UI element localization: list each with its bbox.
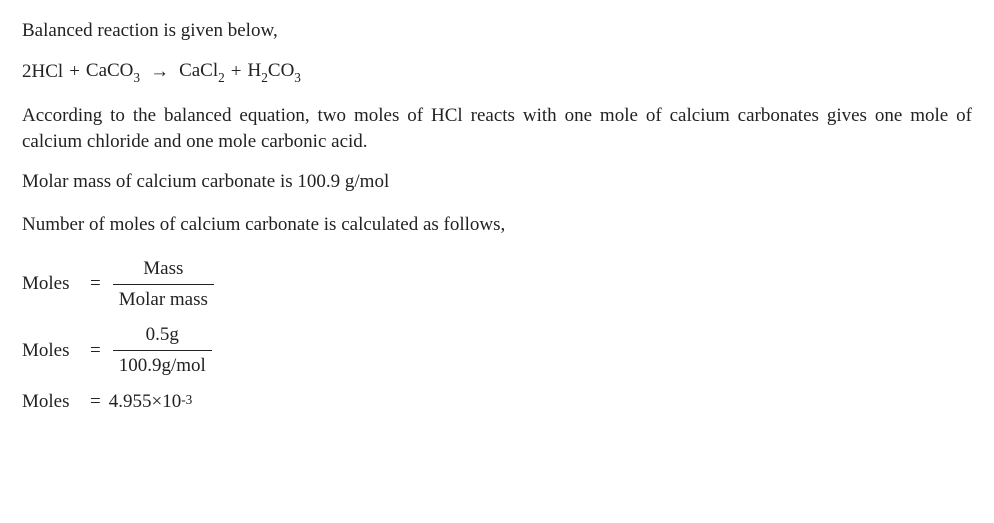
term-caco3: CaCO3: [86, 58, 140, 86]
species: H: [248, 60, 262, 81]
equals-sign: =: [90, 389, 101, 415]
species: CaCO: [86, 60, 134, 81]
calc-intro-text: Number of moles of calcium carbonate is …: [22, 212, 972, 238]
moles-label: Moles: [22, 389, 82, 415]
plus-sign: +: [69, 59, 80, 85]
fraction-denominator: Molar mass: [113, 284, 214, 313]
subscript: 2: [218, 70, 225, 85]
explanation-text: According to the balanced equation, two …: [22, 103, 972, 154]
moles-line-1: Moles = Mass Molar mass: [22, 256, 972, 312]
moles-calculation: Moles = Mass Molar mass Moles = 0.5g 100…: [22, 256, 972, 414]
fraction-numerator: 0.5g: [140, 322, 185, 350]
species: HCl: [32, 61, 64, 82]
fraction-numerator: Mass: [137, 256, 189, 284]
reaction-equation: 2HCl + CaCO3 → CaCl2 + H2CO3: [22, 58, 972, 86]
times-sign: ×: [151, 389, 162, 415]
fraction-denominator: 100.9g/mol: [113, 350, 212, 379]
result-exponent: -3: [181, 391, 192, 409]
reaction-arrow: →: [150, 59, 169, 85]
subscript: 3: [133, 70, 140, 85]
coef: 2: [22, 61, 32, 82]
fraction-mass-over-molar-mass: Mass Molar mass: [113, 256, 214, 312]
moles-line-2: Moles = 0.5g 100.9g/mol: [22, 322, 972, 378]
molar-mass-text: Molar mass of calcium carbonate is 100.9…: [22, 169, 972, 195]
subscript: 2: [261, 70, 268, 85]
document-page: Balanced reaction is given below, 2HCl +…: [0, 0, 994, 442]
term-h2co3: H2CO3: [248, 58, 301, 86]
plus-sign: +: [231, 59, 242, 85]
equals-sign: =: [90, 271, 101, 297]
equals-sign: =: [90, 338, 101, 364]
intro-text: Balanced reaction is given below,: [22, 18, 972, 44]
moles-line-3: Moles = 4.955×10-3: [22, 389, 972, 415]
fraction-numeric: 0.5g 100.9g/mol: [113, 322, 212, 378]
term-cacl2: CaCl2: [179, 58, 225, 86]
species: CaCl: [179, 60, 218, 81]
species: CO: [268, 60, 294, 81]
moles-label: Moles: [22, 271, 82, 297]
result-base: 10: [162, 389, 181, 415]
moles-label: Moles: [22, 338, 82, 364]
term-2hcl: 2HCl: [22, 59, 63, 85]
subscript: 3: [294, 70, 301, 85]
result-value: 4.955: [109, 389, 152, 415]
